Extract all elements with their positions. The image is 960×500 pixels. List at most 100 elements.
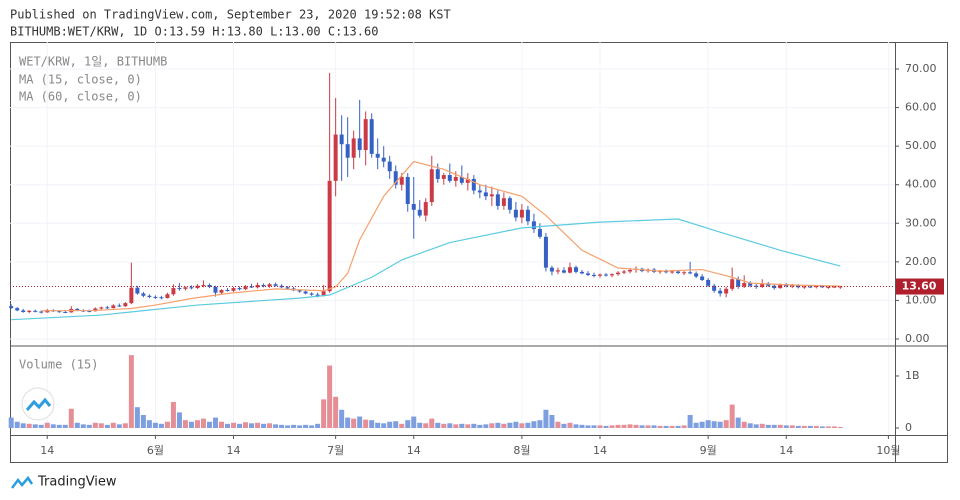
candle-body <box>694 273 699 277</box>
x-tick-label: 14 <box>227 444 241 457</box>
candle-body <box>159 297 164 299</box>
candle-body <box>363 119 368 150</box>
candle-body <box>141 293 146 296</box>
volume-bar <box>651 425 657 428</box>
volume-bar <box>711 421 717 428</box>
candle-body <box>610 274 615 276</box>
candle-body <box>525 209 530 222</box>
volume-bar <box>8 417 14 428</box>
volume-bar <box>122 423 128 428</box>
candle-body <box>567 267 572 273</box>
volume-bar <box>206 421 212 428</box>
candle-body <box>778 284 783 289</box>
volume-bar <box>369 420 375 428</box>
candle-body <box>537 229 542 237</box>
candle-body <box>39 311 44 313</box>
candle-body <box>471 178 476 191</box>
x-tick-label: 10월 <box>876 444 900 457</box>
candle-body <box>111 305 116 309</box>
x-tick-label: 9월 <box>700 444 717 457</box>
candle-body <box>201 284 206 286</box>
candle-body <box>604 274 609 276</box>
candle-body <box>531 221 536 230</box>
volume-bar <box>285 425 291 428</box>
volume-bar <box>273 424 279 428</box>
volume-bar <box>218 421 224 428</box>
ma-line <box>41 160 841 312</box>
footer-logo <box>11 475 34 489</box>
volume-bar <box>182 420 188 428</box>
candle-body <box>513 209 518 218</box>
ma-line <box>11 218 841 321</box>
volume-bar <box>62 424 68 428</box>
candle-body <box>237 288 242 290</box>
volume-bar <box>423 423 429 428</box>
volume-bar <box>723 420 729 428</box>
candle-body <box>790 285 795 287</box>
volume-bar <box>255 422 261 428</box>
volume-bar <box>309 425 315 428</box>
volume-bar <box>591 425 597 428</box>
candle-body <box>255 284 260 288</box>
candle-body <box>622 271 627 273</box>
candle-body <box>339 134 344 145</box>
volume-bar <box>212 417 218 428</box>
candle-body <box>249 286 254 288</box>
candle-body <box>297 290 302 292</box>
candle-body <box>351 138 356 158</box>
volume-bar <box>561 423 567 428</box>
volume-bar <box>297 425 303 428</box>
volume-bar <box>531 421 537 428</box>
volume-bar <box>777 424 783 428</box>
candle-body <box>784 284 789 287</box>
volume-bar <box>705 420 711 428</box>
volume-bar <box>38 424 44 428</box>
volume-bar <box>327 365 333 428</box>
candle-body <box>213 286 218 293</box>
last-price-box <box>896 278 944 295</box>
volume-bar <box>164 421 170 428</box>
candle-body <box>231 288 236 291</box>
volume-bar <box>519 423 525 428</box>
candle-body <box>489 194 494 197</box>
candle-body <box>712 285 717 291</box>
candle-body <box>483 192 488 197</box>
volume-bar <box>158 423 164 428</box>
candle-body <box>549 267 554 272</box>
volume-bar <box>140 414 146 428</box>
candle-body <box>676 271 681 274</box>
volume-bar <box>363 419 369 428</box>
y-tick-label: 10.00 <box>905 293 937 306</box>
volume-bar <box>399 423 405 428</box>
volume-bar <box>80 424 86 428</box>
candle-body <box>453 176 458 181</box>
candle-body <box>706 279 711 286</box>
volume-bar <box>609 425 615 428</box>
candle-body <box>63 311 68 313</box>
tv-badge <box>21 387 55 421</box>
volume-bar <box>56 424 62 428</box>
candle-body <box>459 176 464 183</box>
y-tick-label: 20.00 <box>905 255 937 268</box>
volume-bar <box>146 420 152 428</box>
volume-bar <box>669 425 675 428</box>
volume-bar <box>615 424 621 428</box>
volume-bar <box>110 422 116 428</box>
candle-body <box>105 307 110 309</box>
volume-bar <box>621 424 627 428</box>
candle-body <box>561 270 566 273</box>
candle-body <box>736 279 741 287</box>
candle-body <box>826 286 831 288</box>
volume-bar <box>597 425 603 428</box>
candle-body <box>267 284 272 287</box>
marks <box>8 72 895 428</box>
candle-body <box>682 272 687 274</box>
last-price-label: 13.60 <box>902 280 937 293</box>
candle-body <box>423 202 428 216</box>
volume-bar <box>495 422 501 428</box>
y-tick-label: 0.00 <box>905 332 930 345</box>
y-tick-label: 60.00 <box>905 101 937 114</box>
volume-bar <box>68 408 74 428</box>
candle-body <box>501 198 506 206</box>
x-tick-label: 7월 <box>327 444 344 457</box>
